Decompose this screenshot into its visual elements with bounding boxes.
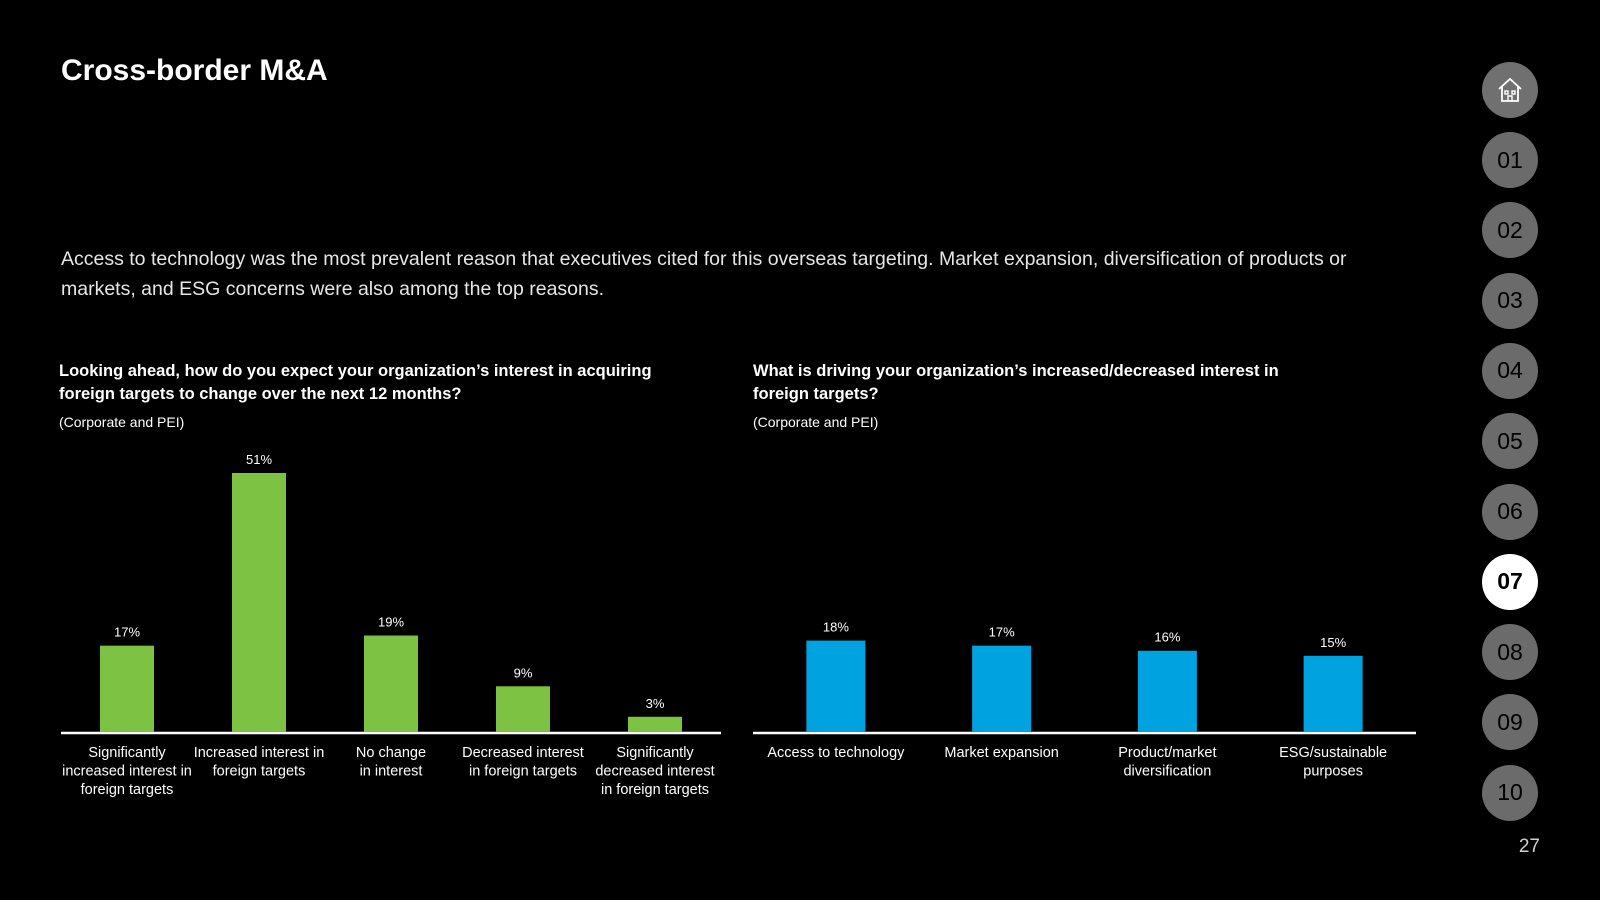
bar — [364, 635, 418, 732]
home-icon — [1498, 77, 1522, 102]
nav-section-09[interactable]: 09 — [1482, 694, 1538, 751]
page-number: 27 — [1518, 836, 1540, 857]
nav-section-03[interactable]: 03 — [1482, 272, 1538, 329]
bar-value-label: 16% — [1154, 630, 1180, 645]
category-label: No change in interest — [356, 745, 426, 780]
chart-2-title: What is driving your organization’s incr… — [753, 362, 1279, 403]
home-button[interactable] — [1482, 62, 1538, 118]
category-label: Access to technology — [767, 745, 905, 761]
category-label: Product/market diversification — [1118, 745, 1216, 780]
page-title: Cross-border M&A — [61, 54, 328, 87]
chart-interest-change: 17% Significantly increased interest in for… — [61, 452, 721, 798]
category-label: Significantly increased interest in foreig… — [62, 745, 192, 798]
bar-value-label: 51% — [246, 452, 272, 467]
category-label: Increased interest in foreign targets — [194, 745, 325, 780]
bar — [628, 716, 682, 732]
bar-value-label: 3% — [646, 696, 665, 711]
chart-2-subtitle: (Corporate and PEI) — [753, 414, 879, 430]
category-label: Market expansion — [944, 745, 1058, 761]
nav-section-08[interactable]: 08 — [1482, 624, 1538, 681]
nav-section-05[interactable]: 05 — [1482, 413, 1538, 470]
bar — [496, 686, 550, 732]
bar-value-label: 15% — [1320, 635, 1346, 650]
nav-section-02[interactable]: 02 — [1482, 202, 1538, 259]
bar — [232, 473, 286, 732]
bar — [972, 645, 1032, 732]
bar — [806, 640, 866, 732]
intro-paragraph: Access to technology was the most preval… — [61, 248, 1347, 300]
bar-value-label: 17% — [114, 625, 140, 640]
category-label: ESG/sustainable purposes — [1279, 745, 1387, 780]
chart-1-header: Looking ahead, how do you expect your or… — [59, 360, 699, 430]
chart-1-subtitle: (Corporate and PEI) — [59, 414, 185, 430]
category-label: Decreased interest in foreign targets — [462, 745, 584, 780]
bar-value-label: 18% — [823, 620, 849, 635]
chart-drivers: 18% Access to technology 17% Market expansi… — [753, 620, 1416, 780]
bar-value-label: 19% — [378, 615, 404, 630]
bar — [1137, 650, 1197, 732]
category-label: Significantly decreased interest in foreig… — [595, 745, 714, 798]
bar — [1303, 655, 1363, 732]
chart-1-title: Looking ahead, how do you expect your or… — [59, 362, 652, 403]
bar-value-label: 9% — [514, 665, 533, 680]
nav-section-01[interactable]: 01 — [1482, 132, 1538, 188]
nav-section-07[interactable]: 07 — [1482, 553, 1538, 610]
nav-section-04[interactable]: 04 — [1482, 342, 1538, 399]
bar-value-label: 17% — [989, 625, 1015, 640]
nav-section-06[interactable]: 06 — [1482, 483, 1538, 540]
bar — [100, 645, 154, 732]
nav-section-10[interactable]: 10 — [1482, 764, 1538, 821]
chart-2-header: What is driving your organization’s incr… — [753, 360, 1333, 430]
